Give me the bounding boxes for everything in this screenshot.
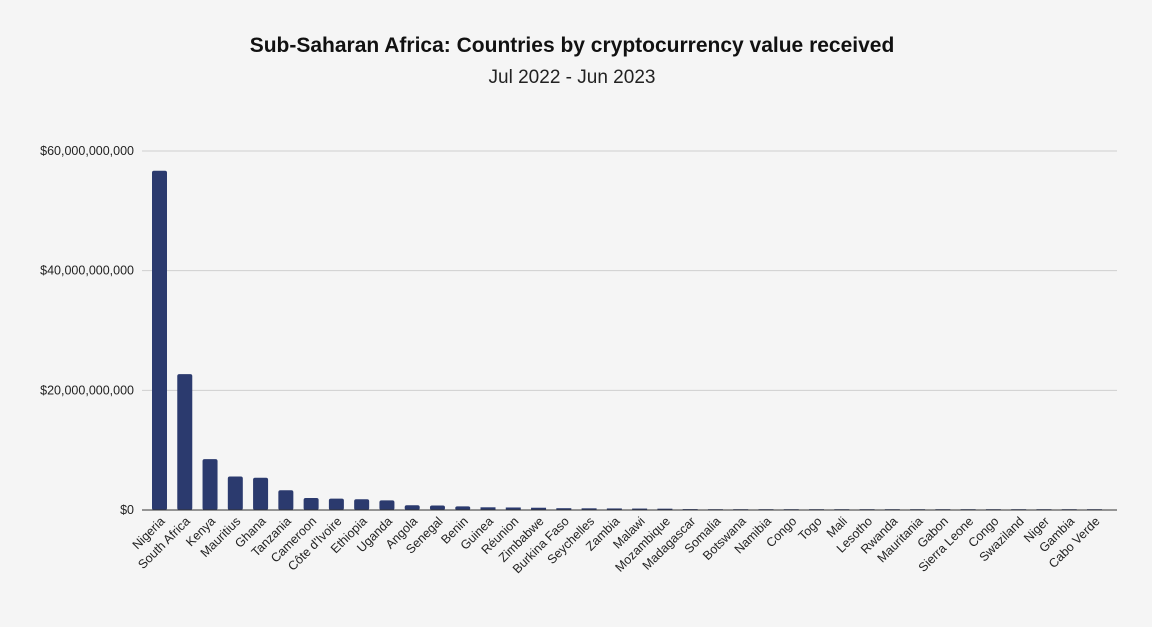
bar bbox=[556, 508, 572, 510]
y-tick-label: $40,000,000,000 bbox=[40, 264, 134, 278]
bar bbox=[253, 477, 269, 510]
bar bbox=[657, 508, 673, 510]
bar bbox=[152, 170, 167, 510]
bar bbox=[177, 374, 193, 510]
bars bbox=[152, 170, 1102, 510]
y-tick-label: $0 bbox=[120, 503, 134, 517]
bar bbox=[328, 498, 344, 510]
bar bbox=[379, 500, 395, 510]
bar bbox=[303, 498, 319, 510]
chart-subtitle: Jul 2022 - Jun 2023 bbox=[488, 67, 656, 88]
bar bbox=[354, 499, 370, 510]
bar bbox=[480, 507, 496, 510]
bar bbox=[606, 508, 622, 510]
bar bbox=[404, 505, 420, 510]
bar bbox=[429, 505, 445, 510]
chart-title: Sub-Saharan Africa: Countries by cryptoc… bbox=[249, 34, 895, 57]
x-tick-label: Togo bbox=[796, 514, 825, 543]
bar bbox=[581, 508, 597, 510]
bar bbox=[455, 506, 471, 510]
bar bbox=[531, 507, 547, 510]
y-axis-ticks: $0 $20,000,000,000 $40,000,000,000 $60,000,… bbox=[40, 144, 134, 517]
bar bbox=[632, 508, 648, 510]
y-tick-label: $20,000,000,000 bbox=[40, 383, 134, 397]
gridlines bbox=[142, 150, 1117, 391]
bar bbox=[227, 476, 243, 510]
y-tick-label: $60,000,000,000 bbox=[40, 144, 134, 158]
bar bbox=[505, 507, 521, 510]
bar bbox=[202, 459, 218, 510]
bar bbox=[278, 490, 294, 510]
